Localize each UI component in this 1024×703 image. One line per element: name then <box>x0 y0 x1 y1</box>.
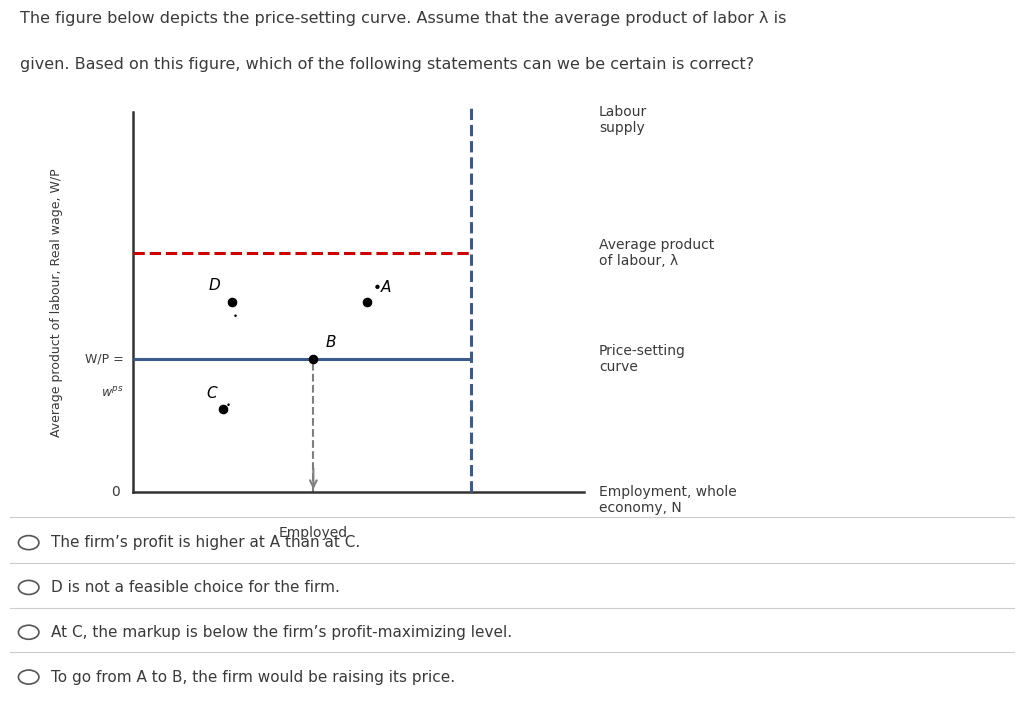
Text: $^•$: $^•$ <box>225 402 231 415</box>
Text: Employment, whole
economy, N: Employment, whole economy, N <box>599 485 737 515</box>
Text: $_•$: $_•$ <box>232 306 239 319</box>
Text: To go from A to B, the firm would be raising its price.: To go from A to B, the firm would be rai… <box>51 669 456 685</box>
Point <box>215 403 231 414</box>
Text: $B$: $B$ <box>325 334 336 349</box>
Point <box>305 354 322 365</box>
Text: D is not a feasible choice for the firm.: D is not a feasible choice for the firm. <box>51 580 340 595</box>
Point <box>359 297 376 308</box>
Text: Labour
supply: Labour supply <box>599 105 647 135</box>
Text: W/P =: W/P = <box>85 353 124 366</box>
Text: At C, the markup is below the firm’s profit-maximizing level.: At C, the markup is below the firm’s pro… <box>51 625 512 640</box>
Text: $•A$: $•A$ <box>372 278 392 295</box>
Text: The firm’s profit is higher at A than at C.: The firm’s profit is higher at A than at… <box>51 535 360 550</box>
Text: Average product
of labour, λ: Average product of labour, λ <box>599 238 715 268</box>
Text: $D$: $D$ <box>208 277 221 292</box>
Point <box>224 297 241 308</box>
Text: given. Based on this figure, which of the following statements can we be certain: given. Based on this figure, which of th… <box>20 57 755 72</box>
Text: 0: 0 <box>111 485 120 499</box>
Text: Employed: Employed <box>279 527 348 541</box>
Text: $C$: $C$ <box>206 385 219 401</box>
Text: $w^{ps}$: $w^{ps}$ <box>101 387 124 401</box>
Text: Price-setting
curve: Price-setting curve <box>599 344 686 374</box>
Text: Average product of labour, Real wage, W/P: Average product of labour, Real wage, W/… <box>50 168 63 437</box>
Text: The figure below depicts the price-setting curve. Assume that the average produc: The figure below depicts the price-setti… <box>20 11 786 26</box>
